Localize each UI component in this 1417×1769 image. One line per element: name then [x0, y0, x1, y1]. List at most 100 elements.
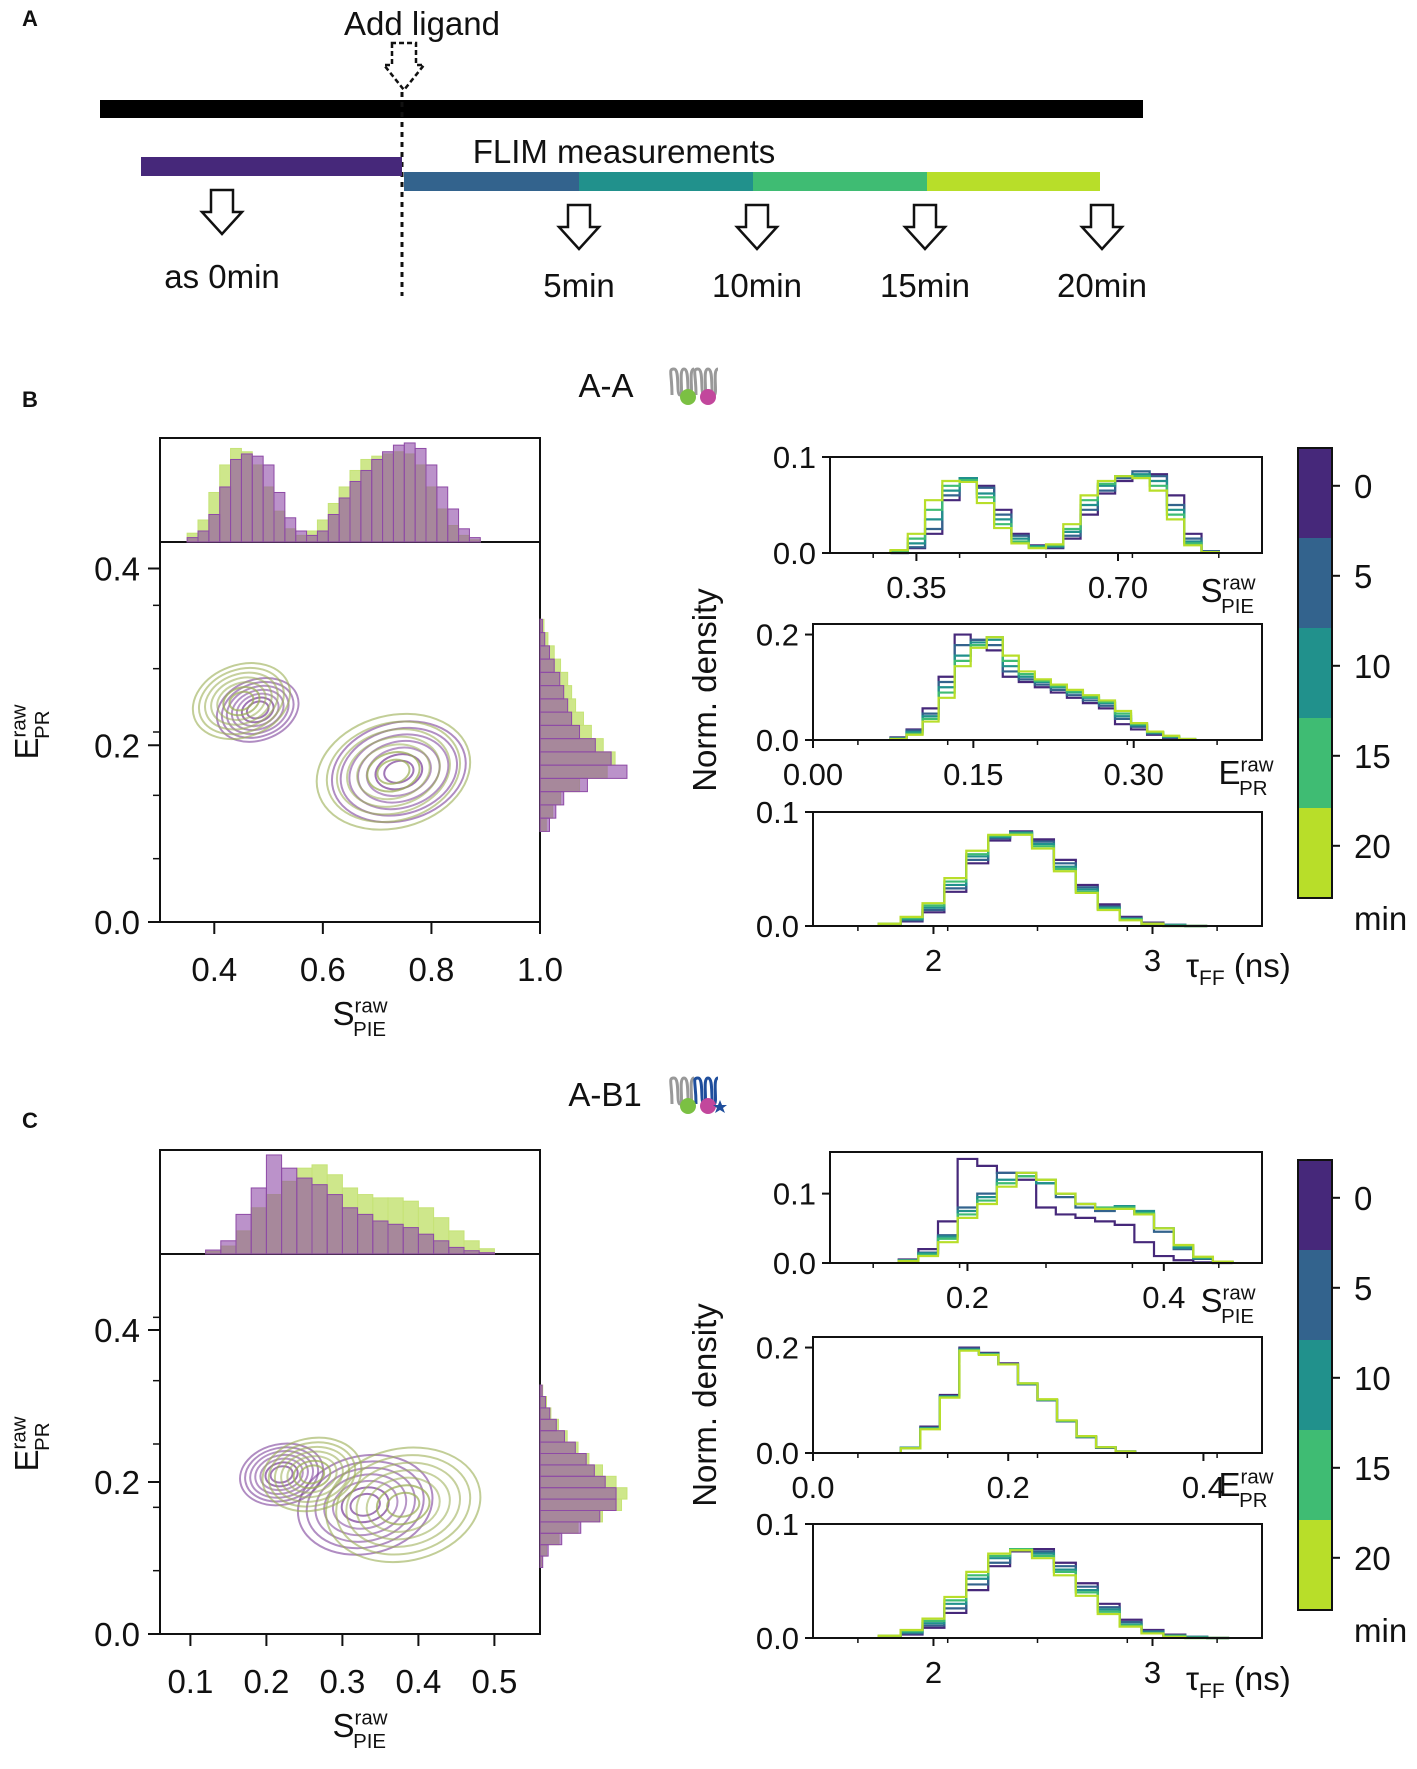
right-bar-s0 [539, 632, 546, 647]
y-tick-label: 0.0 [94, 1616, 140, 1653]
y-tick-label: 0.2 [94, 727, 140, 764]
top-bar-s0 [349, 480, 362, 543]
segment-20min [927, 172, 1100, 191]
contour-area [191, 662, 472, 831]
colorbar-tick-label: 20 [1354, 1540, 1391, 1577]
top-bar-s0 [284, 517, 297, 543]
timepoint-label-20: 20min [1057, 267, 1147, 304]
colorbar-swatch-5 [1298, 1250, 1332, 1340]
segment-0min [141, 157, 402, 176]
x-axis-label-s-text: Sraw PIE [1201, 1281, 1256, 1328]
top-bar-s0 [463, 1250, 480, 1255]
colorbar-tick-label: 5 [1354, 1270, 1372, 1307]
contour-0-min-1-5 [348, 733, 450, 811]
x-axis-label-tau: τFF (ns) [1186, 947, 1291, 990]
colorbar-tick-label: 15 [1354, 1450, 1391, 1487]
top-bar-s0 [387, 1223, 404, 1255]
timepoint-label-5: 5min [543, 267, 615, 304]
top-bar-s0 [296, 1177, 313, 1255]
x-tick-label: 0.3 [319, 1663, 365, 1700]
right-bar-s0 [539, 1498, 617, 1511]
top-bar-s0 [402, 1227, 419, 1255]
contour-20-min-0-3 [286, 1455, 338, 1494]
colorbar-swatch-5 [1298, 538, 1332, 628]
x-tick-label: 0.0 [791, 1470, 834, 1505]
x-tick-label: 0.5 [471, 1663, 517, 1700]
top-bar-s0 [186, 537, 199, 543]
x-tick-label: 3 [1144, 943, 1161, 978]
contour-20-min-1-7 [315, 712, 472, 831]
contour-20-min-0-4 [280, 1450, 344, 1499]
right-bar-s0 [539, 1418, 557, 1432]
x-axis-label-e: Eraw PR [1219, 753, 1274, 800]
contour-20-min-1-5 [335, 728, 451, 816]
top-bar-s0 [327, 513, 340, 543]
series-B-E-hist-5 [889, 638, 1197, 741]
segment-15min [753, 172, 927, 191]
y-tick-label: 0.1 [773, 440, 816, 475]
contour-20-min-0-5 [273, 1445, 351, 1503]
top-bar-s0 [392, 444, 405, 543]
top-bar-s0 [433, 1240, 450, 1255]
x-tick-label: 3 [1144, 1655, 1161, 1690]
contour-20-min-1-3 [365, 1476, 441, 1533]
y-axis-label-e: ErawPR [7, 704, 54, 759]
x-axis-label-e: Eraw PR [1219, 1465, 1274, 1512]
right-bar-s0 [539, 618, 543, 634]
panel-c: C A-B1 [22, 1076, 727, 1133]
y-tick-label: 0.4 [94, 1312, 140, 1349]
series-C-tau-hist-20 [877, 1549, 1230, 1640]
x-tick-label: 0.30 [1104, 757, 1164, 792]
top-hist-frame [159, 437, 541, 542]
colorbar-swatch-20 [1298, 1520, 1332, 1610]
donor-dot [680, 1098, 696, 1114]
x-tick-label: 0.00 [783, 757, 843, 792]
down-arrow-icon [1079, 203, 1125, 251]
top-bar-s0 [219, 486, 232, 543]
series-B-tau-hist-20 [877, 833, 1208, 928]
top-hist-frame [159, 1149, 541, 1254]
colorbar-tick-label: 15 [1354, 738, 1391, 775]
top-bar-s0 [316, 530, 329, 543]
series-B-E-hist-0 [889, 633, 1197, 741]
axes-frame [159, 1253, 541, 1635]
x-axis-label-s-text: Sraw PIE [333, 1706, 388, 1753]
timepoint-label-10: 10min [712, 267, 802, 304]
right-bar-s0 [539, 1521, 582, 1534]
top-marginal-hist [159, 437, 541, 543]
contour-20-min-0-7 [191, 662, 291, 740]
top-bar-s0 [197, 530, 210, 543]
down-arrow-icon [556, 203, 602, 251]
top-bar-s0 [357, 1213, 374, 1255]
y-tick-label: 0.2 [94, 1464, 140, 1501]
top-bar-s0 [341, 1207, 359, 1255]
colorbar-tick-label: 10 [1354, 1360, 1391, 1397]
x-axis-label-s: Sraw PIE [333, 994, 388, 1041]
x-tick-label: 0.6 [300, 951, 346, 988]
colorbar-swatch-0 [1298, 448, 1332, 538]
right-bar-s0 [539, 1384, 543, 1397]
contour-20-min-0-1 [298, 1464, 326, 1485]
right-bar-s0 [539, 645, 550, 660]
contour-20-min-0-1 [228, 690, 255, 712]
down-arrow-icon [902, 203, 948, 251]
top-marginal-hist [159, 1149, 541, 1255]
colorbar-unit-label: min [1354, 900, 1407, 937]
colorbar-swatch-10 [1298, 1340, 1332, 1430]
series-C-S-hist-20 [897, 1171, 1234, 1263]
y-tick-label: 0.0 [773, 536, 816, 571]
colorbar-tick-label: 20 [1354, 828, 1391, 865]
contour-20-min-0-3 [216, 681, 267, 721]
contour-20-min-1-5 [345, 1461, 462, 1548]
x-tick-label: 0.1 [167, 1663, 213, 1700]
segment-5min [404, 172, 579, 191]
top-bar-s0 [478, 1252, 495, 1255]
top-bar-s0 [360, 469, 373, 543]
contour-20-min-1-1 [386, 1491, 421, 1518]
contour-20-min-0-2 [292, 1459, 332, 1490]
right-bar-s0 [539, 1487, 617, 1500]
colorbar-swatch-20 [1298, 808, 1332, 898]
receptor-dimer-icon [669, 367, 719, 405]
top-bar-s0 [403, 442, 416, 543]
